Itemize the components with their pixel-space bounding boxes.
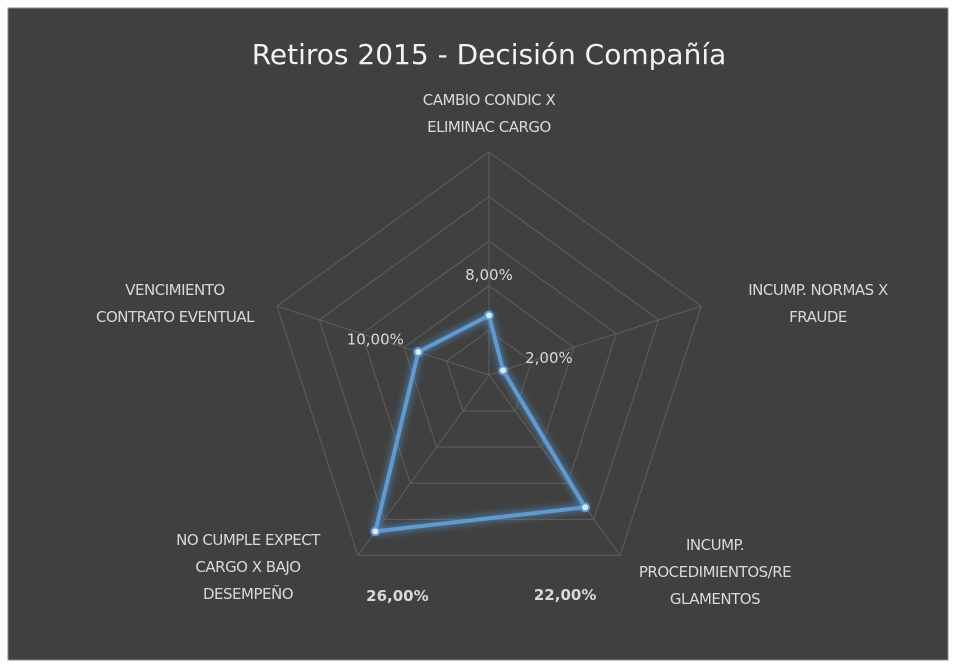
data-point [580,502,591,513]
series-line [373,313,588,534]
grid-ring [403,285,575,448]
axis-spoke [357,374,490,556]
category-label: INCUMP. PROCEDIMIENTOS/RE GLAMENTOS [639,536,791,608]
data-point [484,310,494,321]
grid-ring [445,329,533,412]
grid-ring [276,151,702,556]
value-label: 2,00% [525,349,573,367]
value-label: 10,00% [347,331,404,349]
category-label: NO CUMPLE EXPECT CARGO X BAJO DESEMPEÑO [176,531,321,603]
category-label: INCUMP. NORMAS X FRAUDE [748,281,888,326]
axis-spoke [488,374,621,556]
axis-spoke [276,305,490,376]
chart-background [7,7,949,661]
axis-spoke [488,305,702,376]
value-label: 8,00% [465,266,513,284]
category-label: CAMBIO CONDIC X ELIMINAC CARGO [423,91,556,136]
grid-ring [361,240,617,484]
data-point [370,526,381,537]
data-point [498,365,509,376]
chart-title: Retiros 2015 - Decisión Compañía [252,38,727,71]
data-point [413,347,424,358]
category-label: VENCIMIENTO CONTRATO EVENTUAL [96,281,255,326]
value-label: 22,00% [534,586,596,604]
value-label: 26,00% [366,587,428,605]
